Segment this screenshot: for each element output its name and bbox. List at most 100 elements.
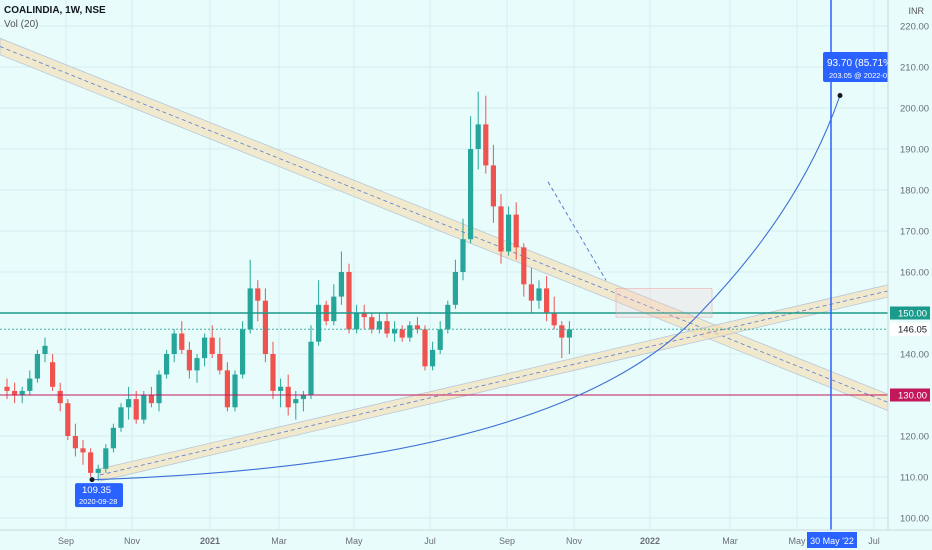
currency-label: INR bbox=[908, 6, 925, 16]
candle-body bbox=[217, 354, 223, 371]
candle-body bbox=[202, 337, 208, 359]
candle-body bbox=[80, 448, 86, 453]
candle-body bbox=[468, 149, 474, 240]
candle-body bbox=[437, 329, 443, 350]
x-tick-label: 2022 bbox=[640, 536, 660, 546]
candle-body bbox=[42, 345, 48, 354]
candle-body bbox=[194, 358, 200, 371]
candle-body bbox=[12, 390, 18, 395]
start-price-label: 109.35 bbox=[82, 485, 111, 496]
candle-body bbox=[88, 452, 94, 473]
candle-body bbox=[361, 313, 367, 318]
candle-body bbox=[164, 354, 170, 375]
candle-body bbox=[376, 321, 382, 330]
candle-body bbox=[285, 386, 291, 408]
y-tick-label: 220.00 bbox=[900, 22, 929, 33]
candle-body bbox=[460, 239, 466, 272]
candle-body bbox=[72, 436, 78, 449]
candle-body bbox=[331, 296, 337, 322]
candle-body bbox=[422, 329, 428, 367]
start-label-box bbox=[75, 483, 123, 508]
candle-body bbox=[483, 124, 489, 166]
candle-body bbox=[278, 386, 284, 391]
candle-body bbox=[186, 349, 192, 371]
target-label-box bbox=[823, 52, 890, 82]
candle-body bbox=[536, 288, 542, 301]
descending-channel-midline bbox=[0, 46, 891, 404]
price-axis bbox=[888, 0, 932, 530]
projection-box bbox=[615, 288, 713, 318]
candle-body bbox=[118, 407, 124, 428]
candle-body bbox=[57, 390, 63, 404]
candle-body bbox=[369, 317, 375, 330]
y-tick-label: 210.00 bbox=[900, 63, 929, 74]
last-price-tag: 146.05 bbox=[898, 325, 927, 336]
candle-body bbox=[126, 399, 132, 408]
candle-body bbox=[95, 468, 101, 473]
candle-body bbox=[156, 374, 162, 404]
grid bbox=[0, 0, 888, 530]
candle-body bbox=[475, 124, 481, 149]
candle-body bbox=[34, 354, 40, 379]
start-date-label: 2020-09-28 bbox=[79, 497, 117, 506]
y-tick-label: 180.00 bbox=[900, 186, 929, 197]
y-tick-label: 110.00 bbox=[900, 473, 928, 484]
candle-body bbox=[308, 341, 314, 395]
y-tick-label: 200.00 bbox=[900, 104, 929, 115]
ascending-channel bbox=[99, 283, 891, 482]
candle-body bbox=[27, 378, 33, 391]
support-tag: 130.00 bbox=[898, 391, 927, 402]
candle-body bbox=[50, 362, 56, 387]
x-tick-label: Mar bbox=[271, 536, 287, 546]
candles bbox=[4, 91, 572, 482]
start-marker bbox=[89, 477, 95, 483]
y-tick-label: 140.00 bbox=[900, 350, 929, 361]
symbol-title: COALINDIA, 1W, NSE bbox=[4, 5, 106, 16]
candle-body bbox=[316, 304, 322, 342]
x-tick-label: Jul bbox=[424, 536, 436, 546]
x-tick-label: Mar bbox=[722, 536, 738, 546]
candle-body bbox=[247, 288, 253, 330]
target-date-tag: 30 May '22 bbox=[810, 536, 854, 546]
candle-body bbox=[559, 325, 565, 338]
target-date-tag-box bbox=[807, 532, 857, 548]
resistance-tag: 150.00 bbox=[898, 309, 927, 320]
candle-body bbox=[528, 284, 534, 301]
volume-indicator-label[interactable]: Vol (20) bbox=[4, 19, 39, 30]
candle-body bbox=[179, 333, 185, 350]
trend-channels bbox=[0, 37, 891, 482]
last-price-tag-box bbox=[890, 322, 930, 336]
candle-body bbox=[270, 354, 276, 391]
candle-body bbox=[103, 448, 109, 469]
candle-body bbox=[240, 329, 246, 375]
candle-body bbox=[354, 313, 360, 330]
candle-body bbox=[148, 395, 154, 404]
candle-body bbox=[65, 403, 71, 436]
candle-body bbox=[384, 321, 390, 334]
x-tick-label: Sep bbox=[499, 536, 515, 546]
target-change-label: 93.70 (85.71%) bbox=[827, 58, 895, 69]
candle-body bbox=[110, 427, 116, 449]
x-tick-label: May bbox=[345, 536, 363, 546]
candle-body bbox=[300, 395, 306, 400]
candle-body bbox=[399, 329, 405, 338]
candle-body bbox=[19, 390, 25, 395]
x-tick-label: May bbox=[788, 536, 806, 546]
y-tick-label: 160.00 bbox=[900, 268, 929, 279]
candle-body bbox=[452, 272, 458, 305]
ascending-channel-midline bbox=[99, 290, 891, 476]
candle-body bbox=[133, 399, 139, 420]
x-tick-label: Jul bbox=[868, 536, 880, 546]
target-detail-label: 203.05 @ 2022-06 bbox=[829, 71, 891, 80]
y-tick-label: 100.00 bbox=[900, 514, 929, 525]
candle-body bbox=[209, 337, 215, 354]
candle-body bbox=[293, 399, 299, 404]
candle-body bbox=[513, 214, 519, 248]
y-tick-label: 120.00 bbox=[900, 432, 929, 443]
candle-body bbox=[346, 272, 352, 330]
candle-body bbox=[262, 300, 268, 354]
candle-body bbox=[430, 349, 436, 367]
